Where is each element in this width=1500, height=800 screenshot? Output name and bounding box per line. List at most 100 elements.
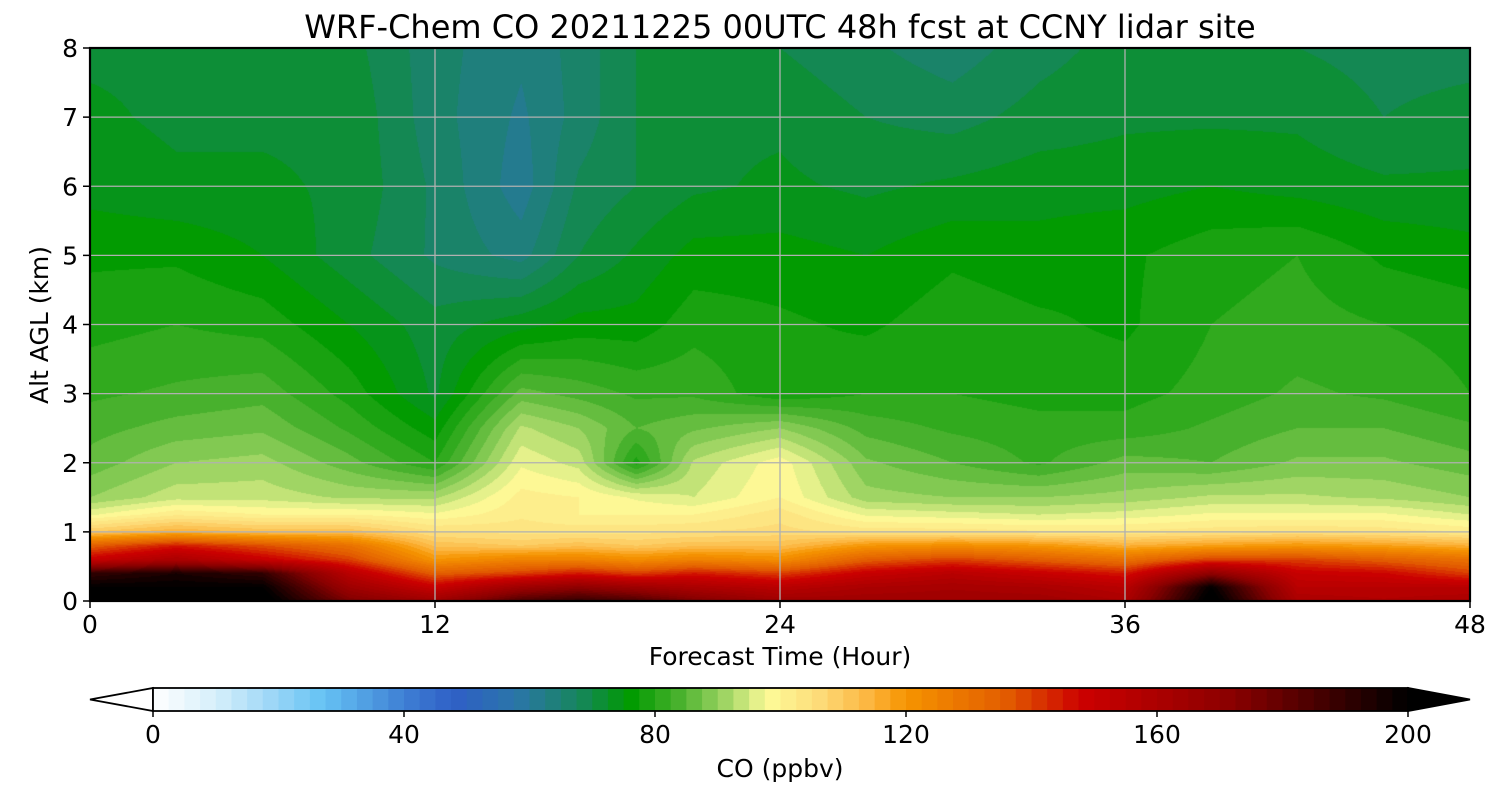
colorbar-segment bbox=[733, 688, 750, 711]
colorbar-segment bbox=[1235, 688, 1252, 711]
colorbar-segment bbox=[1015, 688, 1033, 711]
colorbar-segment bbox=[937, 688, 954, 711]
y-tick-label: 7 bbox=[62, 103, 78, 132]
colorbar-segment bbox=[498, 688, 515, 711]
colorbar-segment bbox=[529, 688, 546, 711]
colorbar-segment bbox=[1078, 688, 1095, 711]
colorbar-segment bbox=[372, 688, 389, 711]
colorbar-segment bbox=[356, 688, 374, 711]
colorbar-segment bbox=[749, 688, 766, 711]
colorbar-frame bbox=[152, 687, 1409, 712]
colorbar-tick-label: 0 bbox=[145, 720, 161, 749]
colorbar-segment bbox=[1298, 688, 1315, 711]
colorbar-segment bbox=[874, 688, 891, 711]
colorbar-segment bbox=[670, 688, 687, 711]
colorbar-segment bbox=[1204, 688, 1221, 711]
colorbar-segment bbox=[168, 688, 185, 711]
y-tick-label: 8 bbox=[62, 34, 78, 63]
colorbar-segment bbox=[1313, 688, 1331, 711]
colorbar-segment bbox=[278, 688, 295, 711]
colorbar-segment bbox=[984, 688, 1001, 711]
x-tick-label: 0 bbox=[82, 610, 98, 639]
colorbar-segment bbox=[309, 688, 327, 711]
colorbar-segment bbox=[1141, 688, 1158, 711]
y-tick-label: 0 bbox=[62, 587, 78, 616]
colorbar-segment bbox=[639, 688, 656, 711]
x-tick-label: 48 bbox=[1454, 610, 1486, 639]
colorbar-segment bbox=[325, 688, 342, 711]
colorbar-extend-high bbox=[1407, 686, 1471, 713]
colorbar-segment bbox=[1109, 688, 1127, 711]
colorbar-segment bbox=[1219, 688, 1237, 711]
colorbar-tick-label: 120 bbox=[882, 720, 930, 749]
colorbar-segment bbox=[247, 688, 264, 711]
colorbar-segment bbox=[341, 688, 358, 711]
colorbar-segment bbox=[1125, 688, 1142, 711]
colorbar-segment bbox=[717, 688, 735, 711]
colorbar-segment bbox=[607, 688, 625, 711]
colorbar-segment bbox=[780, 688, 797, 711]
colorbar bbox=[89, 686, 1471, 713]
y-tick-label: 2 bbox=[62, 449, 78, 478]
colorbar-segment bbox=[576, 688, 593, 711]
colorbar-segment bbox=[184, 688, 201, 711]
colorbar-extend-low bbox=[89, 686, 154, 713]
colorbar-segment bbox=[404, 688, 421, 711]
colorbar-tick-label: 200 bbox=[1384, 720, 1432, 749]
y-tick-label: 4 bbox=[62, 311, 78, 340]
colorbar-segment bbox=[1392, 688, 1409, 711]
colorbar-segment bbox=[592, 688, 609, 711]
colorbar-segment bbox=[1172, 688, 1189, 711]
y-tick-label: 3 bbox=[62, 380, 78, 409]
colorbar-segment bbox=[294, 688, 311, 711]
colorbar-label: CO (ppbv) bbox=[717, 754, 844, 783]
colorbar-segment bbox=[200, 688, 217, 711]
colorbar-segment bbox=[560, 688, 578, 711]
colorbar-segment bbox=[513, 688, 531, 711]
colorbar-segment bbox=[764, 688, 782, 711]
colorbar-segment bbox=[1251, 688, 1268, 711]
y-axis: 0 1 2 3 4 5 6 7 8 bbox=[62, 34, 90, 616]
colorbar-segment bbox=[1360, 688, 1378, 711]
colorbar-segment bbox=[906, 688, 923, 711]
colorbar-segment bbox=[702, 688, 719, 711]
x-tick-label: 24 bbox=[764, 610, 796, 639]
colorbar-segment bbox=[890, 688, 907, 711]
colorbar-segment bbox=[827, 688, 844, 711]
y-tick-label: 6 bbox=[62, 172, 78, 201]
colorbar-segment bbox=[811, 688, 829, 711]
x-tick-label: 36 bbox=[1109, 610, 1141, 639]
colorbar-segment bbox=[1329, 688, 1346, 711]
y-tick-label: 5 bbox=[62, 241, 78, 270]
colorbar-segment bbox=[1062, 688, 1080, 711]
colorbar-segment bbox=[1157, 688, 1174, 711]
colorbar-segment bbox=[153, 688, 170, 711]
colorbar-segment bbox=[1282, 688, 1299, 711]
colorbar-segment bbox=[1031, 688, 1048, 711]
colorbar-segment bbox=[1047, 688, 1064, 711]
colorbar-segment bbox=[262, 688, 280, 711]
colorbar-segment bbox=[466, 688, 484, 711]
colorbar-segment bbox=[231, 688, 248, 711]
colorbar-segment bbox=[1000, 688, 1017, 711]
colorbar-tick-label: 160 bbox=[1133, 720, 1181, 749]
colorbar-segment bbox=[435, 688, 452, 711]
x-axis-label: Forecast Time (Hour) bbox=[649, 642, 912, 671]
colorbar-segment bbox=[953, 688, 970, 711]
colorbar-segment bbox=[1376, 688, 1393, 711]
y-tick-label: 1 bbox=[62, 518, 78, 547]
colorbar-segment bbox=[686, 688, 703, 711]
colorbar-segment bbox=[215, 688, 233, 711]
colorbar-segment bbox=[1094, 688, 1111, 711]
x-axis: 0 12 24 36 48 bbox=[82, 601, 1486, 639]
colorbar-segment bbox=[482, 688, 499, 711]
colorbar-segment bbox=[451, 688, 468, 711]
colorbar-segment bbox=[419, 688, 436, 711]
colorbar-segment bbox=[1266, 688, 1284, 711]
colorbar-tick-label: 80 bbox=[639, 720, 671, 749]
colorbar-segment bbox=[968, 688, 986, 711]
colorbar-ticks: 0 40 80 120 160 200 bbox=[145, 711, 1432, 749]
colorbar-segment bbox=[843, 688, 860, 711]
colorbar-tick-label: 40 bbox=[388, 720, 420, 749]
